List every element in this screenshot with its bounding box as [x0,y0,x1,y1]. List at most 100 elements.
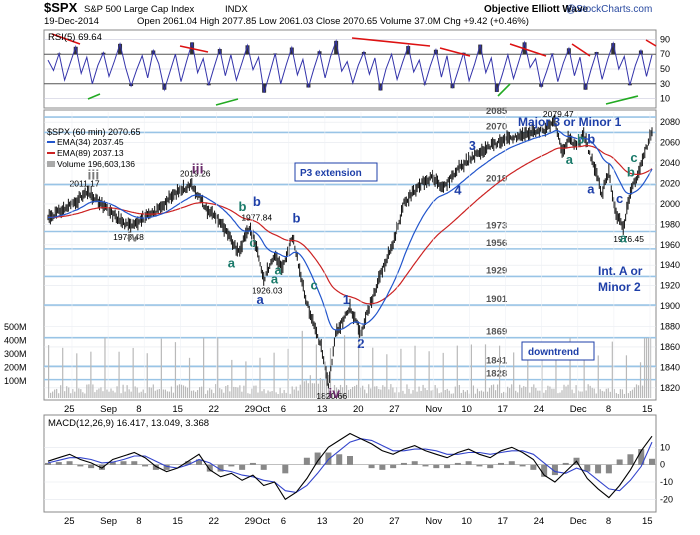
macd-signal-line [47,438,653,493]
volume-bar [595,393,597,398]
volume-bar [227,385,229,398]
volume-bar [436,388,438,398]
rsi-resistance-trendline [509,43,547,57]
volume-bar [539,390,541,398]
volume-bar [408,388,410,398]
wave-label: iii [88,166,100,182]
macd-histogram-bar [314,452,321,465]
volume-bar [102,391,104,398]
volume-bar [424,388,426,398]
fib-level-label: 1869 [486,327,507,338]
volume-bar [519,384,521,398]
volume-bar [56,388,58,398]
volume-bar [237,387,239,398]
volume-bar [474,393,477,398]
volume-bar [577,390,579,398]
rsi-overbought-fill [611,43,616,55]
volume-bar [569,337,571,398]
x-tick-label: 15 [172,404,183,415]
volume-bar [511,384,513,398]
macd-histogram-bar [519,464,526,467]
price-point-label: 1976.45 [613,234,644,244]
annotation-p3: P3 extension [300,168,362,179]
fib-level-label: 1929 [486,265,507,276]
volume-bar [217,337,219,398]
volume-bar [633,387,636,398]
price-tick-label: 1960 [660,240,680,250]
wave-label: a [620,231,628,246]
volume-bar [545,390,547,398]
volume-bar [94,392,96,398]
price-tick-label: 1920 [660,281,680,291]
volume-bar [54,389,56,398]
volume-bar [120,393,122,398]
volume-bar [62,347,64,398]
volume-bar [267,390,269,398]
volume-bar [621,389,623,398]
macd-histogram-bar [638,449,645,465]
macd-histogram-bar [487,464,494,469]
volume-bar [563,384,565,398]
volume-bar [343,335,346,398]
annotation-minor2: Minor 2 [598,280,641,294]
volume-bar [388,389,390,398]
volume-tick-label: 200M [4,363,27,373]
volume-bar [257,392,259,398]
volume-bar [509,388,511,398]
price-tick-label: 2060 [660,138,680,148]
volume-bar [317,383,319,398]
volume-bar [201,386,203,398]
volume-bar [549,386,551,398]
rsi-support-trendline [87,93,101,100]
volume-bar [430,390,432,398]
volume-bar [279,387,281,398]
volume-bar [555,348,557,398]
volume-bar [192,390,195,398]
wave-label: 4 [454,183,462,198]
macd-histogram-bar [530,464,537,470]
volume-bar [160,338,162,398]
volume-bar [281,393,283,398]
volume-bar [229,391,231,398]
wave-label: iv [127,229,139,245]
x-tick-label-bottom: 13 [317,516,328,527]
volume-bar [360,387,362,398]
volume-bar [643,338,646,398]
volume-bar [321,379,324,398]
wave-label: b [292,210,300,225]
rsi-oversold-fill [494,83,499,92]
volume-bar [398,392,400,398]
fib-level-label: 1828 [486,369,507,380]
volume-bar [537,390,539,398]
macd-histogram-bar [444,464,451,469]
volume-bar [66,386,68,398]
price-tick-label: 2040 [660,158,680,168]
x-tick-label: 15 [642,404,653,415]
volume-bar [366,393,368,398]
price-tick-label: 2000 [660,199,680,209]
volume-bar [384,386,386,398]
volume-bar [476,388,479,398]
macd-histogram-bar [498,462,504,465]
macd-histogram-bar [206,464,213,472]
volume-bar [420,390,422,398]
x-tick-label-bottom: Sep [100,516,117,527]
volume-bar [88,384,90,398]
volume-bar [194,391,197,398]
volume-bar [533,384,535,398]
macd-histogram-bar [422,464,429,467]
volume-bar [382,385,384,398]
volume-bar [211,389,213,398]
ema89-legend: EMA(89) 2037.13 [57,148,124,158]
macd-histogram-bar [142,464,149,467]
volume-bar [108,391,110,398]
volume-bar [311,383,313,398]
x-tick-label: Sep [100,404,117,415]
volume-bar [639,362,642,398]
macd-histogram-bar [152,464,159,470]
volume-bar [501,393,503,398]
index-name: S&P 500 Large Cap Index [84,4,194,15]
macd-histogram-bar [196,459,202,465]
ema89-line [47,145,653,305]
volume-bar [593,388,595,398]
